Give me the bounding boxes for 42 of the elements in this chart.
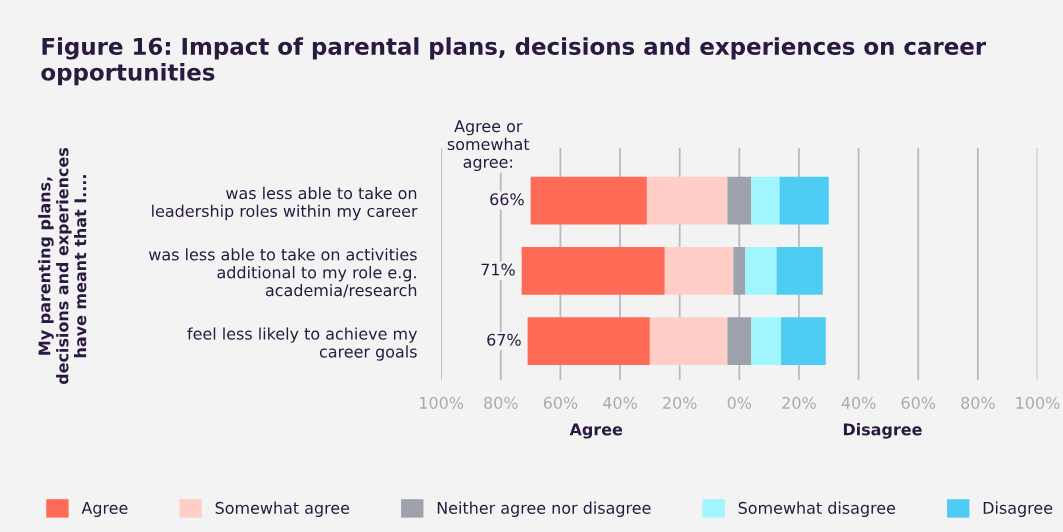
bar — [646, 176, 728, 225]
legend-label: Neither agree nor disagree — [437, 501, 651, 518]
bar — [779, 176, 829, 225]
x-tick-label: 100% — [420, 396, 464, 409]
x-tick-label: 60% — [901, 396, 936, 409]
legend-label: Somewhat agree — [215, 501, 350, 518]
bar — [776, 247, 823, 295]
bar — [745, 247, 777, 295]
y-tick-label: was less able to take on activities additional to my role e.g. academia/research — [148, 248, 417, 298]
bar — [727, 176, 752, 225]
x-tick-label: 40% — [841, 396, 876, 409]
x-tick-label: 80% — [961, 396, 995, 409]
annotation: 66% — [490, 193, 524, 206]
y-axis-title: My parenting plans, decisions and experiences have meant that I.... — [38, 148, 87, 385]
chart-title: Figure 16: Impact of parental plans, decisions and experiences on career opportunities — [41, 37, 987, 86]
bar — [727, 317, 752, 366]
annotation: Agree or somewhat agree: — [447, 120, 530, 172]
y-tick-label: feel less likely to achieve my career goals — [187, 327, 418, 361]
annotation: 71% — [481, 263, 515, 276]
y-tick-label: was less able to take on leadership roles within my career — [152, 186, 418, 221]
legend-label: Agree — [81, 502, 128, 518]
x-tick-label: 60% — [543, 396, 578, 409]
x-tick-label: 0% — [727, 396, 752, 409]
bar — [664, 247, 734, 295]
legend-label: Somewhat disagree — [738, 501, 896, 518]
bar — [733, 247, 746, 295]
bar — [781, 317, 826, 366]
x-tick-label: 20% — [663, 396, 697, 409]
bar — [751, 317, 782, 366]
x-tick-label: 80% — [484, 396, 518, 409]
text: Disagree — [843, 423, 922, 439]
bar — [521, 247, 665, 295]
annotation: 67% — [487, 333, 521, 346]
text: Agree — [569, 423, 623, 439]
bar — [649, 317, 728, 366]
bar — [527, 317, 650, 366]
x-tick-label: 20% — [782, 396, 816, 409]
legend-label: Disagree — [983, 501, 1053, 518]
x-tick-label: 100% — [1016, 396, 1060, 409]
x-tick-label: 40% — [603, 396, 637, 409]
bar — [751, 176, 780, 225]
bar — [530, 176, 647, 225]
